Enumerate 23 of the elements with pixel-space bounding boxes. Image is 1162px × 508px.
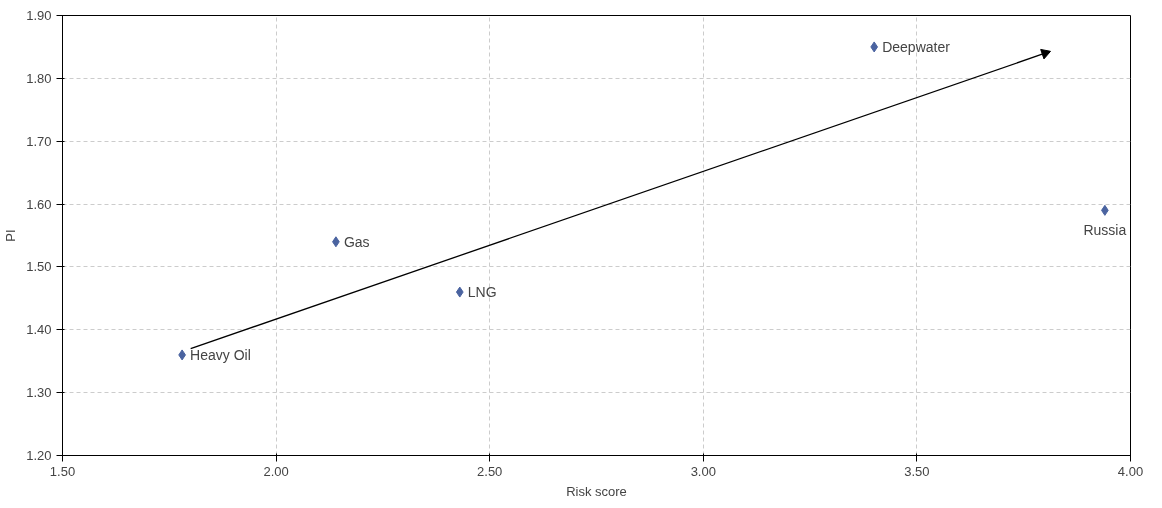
point	[455, 286, 464, 298]
annotation: LNG	[467, 284, 497, 301]
x-tick-label: 2.50	[477, 463, 503, 479]
y-tick-label: 1.20	[26, 448, 52, 463]
y-tick-label: 1.30	[26, 385, 52, 401]
annotation: Heavy Oil	[190, 346, 251, 363]
x-tick-label: 1.50	[49, 463, 76, 479]
y-tick-label: 1.90	[26, 8, 52, 23]
x-axis-title: Risk score	[566, 483, 627, 499]
y-tick-label: 1.40	[26, 322, 52, 338]
annotation: Russia	[1083, 222, 1127, 239]
y-tick-label: 1.50	[26, 259, 52, 275]
x-tick-label: 3.50	[904, 463, 930, 479]
point	[870, 41, 879, 53]
annotation: Deepwater	[882, 38, 951, 55]
x-tick-label: 4.00	[1117, 463, 1144, 479]
y-tick-label: 1.60	[26, 196, 52, 212]
annotation: Gas	[343, 233, 370, 250]
y-axis-title: PI	[3, 229, 19, 242]
y-tick-label: 1.80	[26, 70, 52, 86]
y-tick-label: 1.70	[26, 133, 52, 149]
x-tick-label: 2.00	[263, 463, 289, 479]
x-tick-label: 3.00	[690, 463, 716, 479]
